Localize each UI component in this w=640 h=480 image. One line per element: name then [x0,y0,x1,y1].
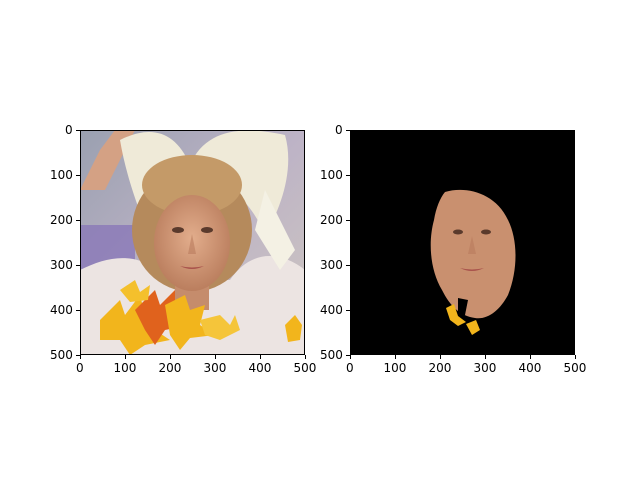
y-tick-label: 300 [320,258,343,272]
y-tick-mark [346,309,350,311]
y-tick-label: 400 [320,303,343,317]
x-tick-mark [349,355,351,359]
x-tick-label: 500 [563,361,587,375]
y-tick-label: 100 [320,168,343,182]
x-tick-label: 100 [383,361,407,375]
x-tick-label: 100 [113,361,137,375]
x-tick-mark [439,355,441,359]
y-tick-mark [76,219,80,221]
y-tick-mark [76,174,80,176]
y-tick-mark [76,309,80,311]
y-tick-label: 100 [50,168,73,182]
original-image [80,130,305,355]
x-tick-mark [304,355,306,359]
segmented-face-panel [350,130,575,355]
y-tick-mark [76,129,80,131]
y-tick-label: 300 [50,258,73,272]
x-tick-mark [529,355,531,359]
x-tick-mark [214,355,216,359]
x-tick-mark [79,355,81,359]
x-tick-mark [574,355,576,359]
y-tick-mark [346,219,350,221]
y-tick-label: 500 [50,348,73,362]
original-image-panel [80,130,305,355]
x-tick-label: 500 [293,361,317,375]
x-tick-mark [259,355,261,359]
x-tick-label: 0 [346,361,354,375]
x-tick-label: 300 [203,361,227,375]
x-tick-label: 200 [158,361,182,375]
x-tick-label: 400 [518,361,542,375]
y-tick-mark [76,264,80,266]
x-tick-mark [394,355,396,359]
autumn-leaves-overlay [100,280,302,355]
y-tick-mark [76,354,80,356]
y-tick-mark [346,354,350,356]
x-tick-label: 300 [473,361,497,375]
y-tick-mark [346,264,350,266]
y-tick-label: 0 [335,123,343,137]
y-tick-mark [346,174,350,176]
y-tick-mark [346,129,350,131]
y-tick-label: 200 [50,213,73,227]
y-tick-label: 500 [320,348,343,362]
x-tick-mark [169,355,171,359]
segmented-face-image [350,130,575,355]
x-tick-label: 400 [248,361,272,375]
y-tick-label: 200 [320,213,343,227]
x-tick-label: 0 [76,361,84,375]
x-tick-mark [484,355,486,359]
y-tick-label: 400 [50,303,73,317]
y-tick-label: 0 [65,123,73,137]
x-tick-mark [124,355,126,359]
x-tick-label: 200 [428,361,452,375]
